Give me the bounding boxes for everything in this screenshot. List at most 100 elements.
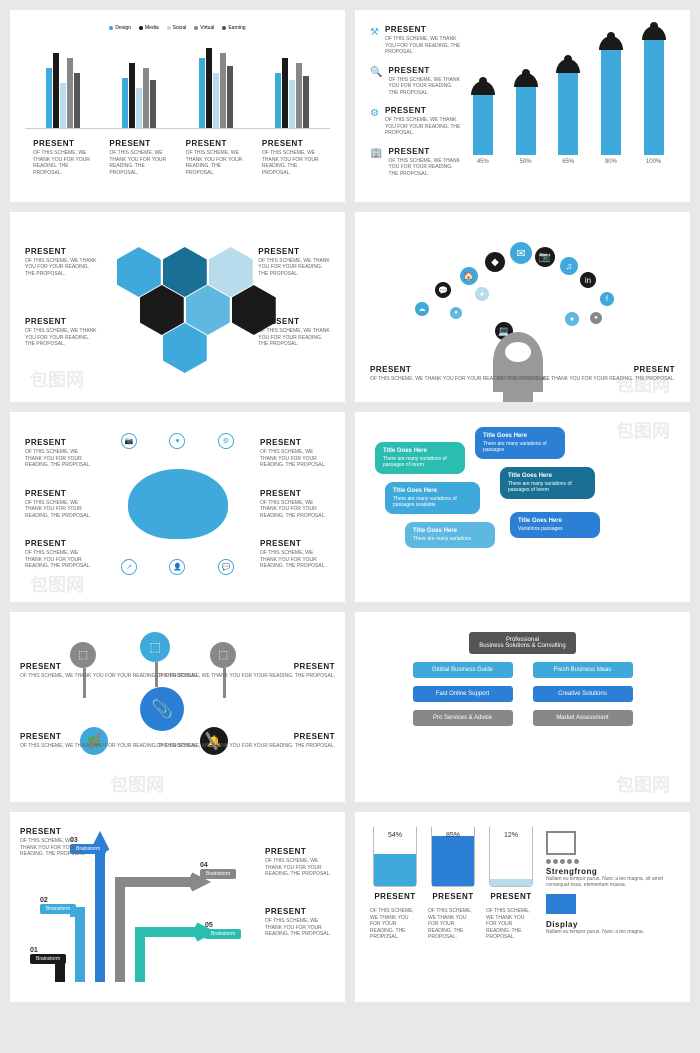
monitor-icon (546, 831, 576, 855)
list-item: ⚙PRESENTOF THIS SCHEME, WE THANK YOU FOR… (370, 106, 462, 137)
bubble-icon: ✉ (510, 242, 532, 264)
present-label: PRESENT (157, 732, 335, 741)
brain-shape (128, 469, 228, 539)
right-info: Strengfrong Nullam eu tempor purus. Nunc… (546, 827, 675, 987)
circle-icon: 📷 (121, 433, 137, 449)
bar-fill (473, 95, 493, 155)
beaker-fill (432, 836, 474, 886)
present-label: PRESENT (258, 247, 330, 256)
list-item: 🏢PRESENTOF THIS SCHEME, WE THANK YOU FOR… (370, 147, 462, 178)
label-block: PRESENTOF THIS SCHEME, WE THANK YOU FOR … (262, 139, 322, 176)
bubble-title: Title Goes Here (508, 473, 587, 479)
left-list: ⚒PRESENTOF THIS SCHEME, WE THANK YOU FOR… (370, 25, 462, 187)
bubble-title: Title Goes Here (483, 433, 557, 439)
sub-text: OF THIS SCHEME, WE THANK YOU FOR YOUR RE… (157, 673, 335, 680)
legend-item: Media (139, 25, 159, 31)
org-node: Market Assessment (533, 710, 633, 726)
legend-item: Social (167, 25, 187, 31)
bar (199, 58, 205, 128)
circle-icon: 👤 (169, 559, 185, 575)
brain-icon (505, 342, 531, 362)
sub-text: OF THIS SCHEME, WE THANK YOU FOR YOUR RE… (25, 500, 95, 520)
sub-text: OF THIS SCHEME, WE THANK YOU FOR YOUR RE… (260, 449, 330, 469)
org-node: Global Business Guide (413, 662, 513, 678)
slide-grid: DesignMediaSocialVirtualEarning PRESENTO… (10, 10, 690, 1002)
bar-pct: 90% (605, 159, 617, 165)
slide-beakers: 54%PRESENTOF THIS SCHEME, WE THANK YOU F… (355, 812, 690, 1002)
slide-arrows: 01Brainstorm02Brainstorm03Brainstorm04Br… (10, 812, 345, 1002)
bubble-desc: Variations passages (518, 526, 592, 532)
slide-hexagons: PRESENT OF THIS SCHEME, WE THANK YOU FOR … (10, 212, 345, 402)
beaker: 12% (489, 827, 533, 887)
bubble-icon: ◆ (485, 252, 505, 272)
label-block: PRESENTOF THIS SCHEME, WE THANK YOU FOR … (186, 139, 246, 176)
bar (289, 80, 295, 128)
org-row: Pro Services & AdviceMarket Assessment (413, 710, 633, 726)
slide-speech-bubbles: 包图网Title Goes HereThere are many variati… (355, 412, 690, 602)
bubble-icon: 💬 (435, 282, 451, 298)
bar (206, 48, 212, 128)
bar (122, 78, 128, 128)
sub-text: OF THIS SCHEME, WE THANK YOU FOR YOUR RE… (258, 328, 330, 348)
bubble-desc: There are many variations of passages of… (383, 456, 457, 468)
bar (220, 53, 226, 128)
left-col: PRESENT OF THIS SCHEME, WE THANK YOU FOR … (25, 438, 95, 570)
circle-icon: ♥ (169, 433, 185, 449)
present-label: PRESENT (157, 662, 335, 671)
cloud-icon (556, 59, 580, 73)
speech-bubble: Title Goes HereThere are many variations… (385, 482, 480, 514)
bar (129, 63, 135, 128)
sub-text: OF THIS SCHEME, WE THANK YOU FOR YOUR RE… (25, 328, 97, 348)
org-subtitle: Business Solutions & Consulting (479, 643, 565, 649)
sub-text: OF THIS SCHEME, WE THANK YOU FOR YOUR RE… (157, 743, 335, 750)
slide-brain-head: ☁💬🏠◆✉📷♫inf●●●💻● PRESENTOF THIS SCHEME, W… (355, 212, 690, 402)
bubble-title: Title Goes Here (393, 488, 472, 494)
bar (53, 53, 59, 128)
item-icon: ⚒ (370, 25, 379, 39)
org-row: Global Business GuideFresh Business Idea… (413, 662, 633, 678)
beaker-pct: 54% (374, 832, 416, 839)
arrow-tag: 01Brainstorm (30, 947, 66, 964)
bar-group (122, 63, 156, 128)
org-node: Creative Solutions (533, 686, 633, 702)
bubble-icon: ♫ (560, 257, 578, 275)
bubble-icon: ● (450, 307, 462, 319)
beaker-fill (374, 854, 416, 886)
label-block: PRESENTOF THIS SCHEME, WE THANK YOU FOR … (33, 139, 93, 176)
present-label: PRESENT (25, 489, 95, 498)
cloud-icon (471, 81, 495, 95)
beaker-col: 54%PRESENTOF THIS SCHEME, WE THANK YOU F… (370, 827, 420, 987)
arrow-tag: 05Brainstorm (205, 922, 241, 939)
item-icon: ⚙ (370, 106, 379, 120)
sub-text: OF THIS SCHEME, WE THANK YOU FOR YOUR RE… (265, 858, 335, 878)
bar (227, 66, 233, 128)
beaker: 54% (373, 827, 417, 887)
speech-bubble: Title Goes HereVariations passages (510, 512, 600, 538)
present-label: PRESENT (25, 539, 95, 548)
list-item: ⚒PRESENTOF THIS SCHEME, WE THANK YOU FOR… (370, 25, 462, 56)
bubble-icon: in (580, 272, 596, 288)
bubble-icon: ● (590, 312, 602, 324)
bubble-desc: There are many variations (413, 536, 487, 542)
beaker-pct: 12% (490, 832, 532, 839)
circle-icon: ⚙ (218, 433, 234, 449)
bar-group (275, 58, 309, 128)
cloud-bar: 90% (599, 36, 623, 165)
sub-text: OF THIS SCHEME, WE THANK YOU FOR YOUR RE… (25, 449, 95, 469)
dots-icon (546, 859, 675, 864)
bar (275, 73, 281, 128)
bar-pct: 45% (477, 159, 489, 165)
present-label: PRESENT (25, 247, 97, 256)
info-desc: Nullam eu tempor purus. Nunc a leo magna… (546, 929, 675, 935)
bar-fill (516, 87, 536, 155)
bar (67, 58, 73, 128)
present-label: PRESENT (260, 539, 330, 548)
cloud-bar: 45% (471, 81, 495, 165)
present-label: PRESENT (25, 317, 97, 326)
bar-fill (644, 40, 664, 155)
bubble-title: Title Goes Here (413, 528, 487, 534)
bar (136, 88, 142, 128)
beaker-col: 12%PRESENTOF THIS SCHEME, WE THANK YOU F… (486, 827, 536, 987)
speech-bubble: Title Goes HereThere are many variations… (375, 442, 465, 474)
arrow-tag: 04Brainstorm (200, 862, 236, 879)
